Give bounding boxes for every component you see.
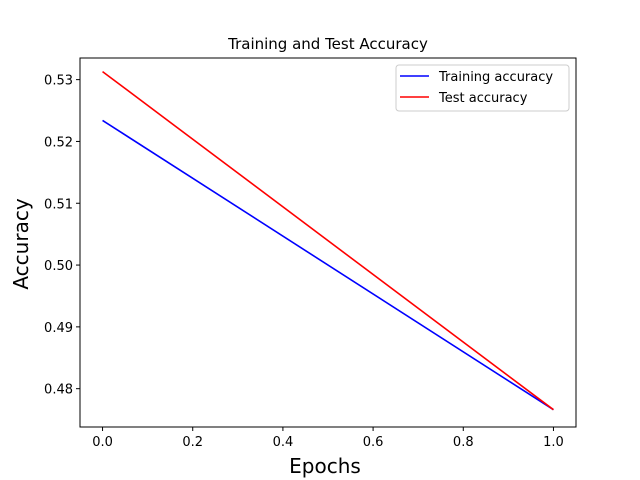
legend-label-0: Training accuracy xyxy=(438,70,553,85)
y-tick-label: 0.51 xyxy=(44,197,73,212)
legend-label-1: Test accuracy xyxy=(438,91,528,106)
legend: Training accuracy Test accuracy xyxy=(395,64,570,112)
x-tick-label: 0.4 xyxy=(273,435,294,450)
y-tick-label: 0.52 xyxy=(44,135,73,150)
y-tick-label: 0.48 xyxy=(44,383,73,398)
series-line-0 xyxy=(102,119,554,411)
legend-box xyxy=(395,64,570,112)
chart-title: Training and Test Accuracy xyxy=(227,35,428,53)
x-tick-label: 0.6 xyxy=(363,435,384,450)
y-axis-label: Accuracy xyxy=(9,198,33,289)
plot-frame xyxy=(79,57,577,428)
y-tick-label: 0.50 xyxy=(44,259,73,274)
series-line-1 xyxy=(102,70,554,411)
x-tick-label: 0.0 xyxy=(92,435,113,450)
series-layer xyxy=(102,70,554,411)
x-axis-label: Epochs xyxy=(289,454,361,478)
y-tick-label: 0.53 xyxy=(44,74,73,89)
plot-area xyxy=(79,57,577,428)
x-tick-label: 0.8 xyxy=(453,435,474,450)
x-axis-ticks: 0.0 0.2 0.4 0.6 0.8 1.0 xyxy=(92,427,564,450)
y-tick-label: 0.49 xyxy=(44,321,73,336)
x-tick-label: 0.2 xyxy=(182,435,203,450)
x-tick-label: 1.0 xyxy=(543,435,564,450)
y-axis-ticks: 0.48 0.49 0.50 0.51 0.52 0.53 xyxy=(44,74,80,398)
